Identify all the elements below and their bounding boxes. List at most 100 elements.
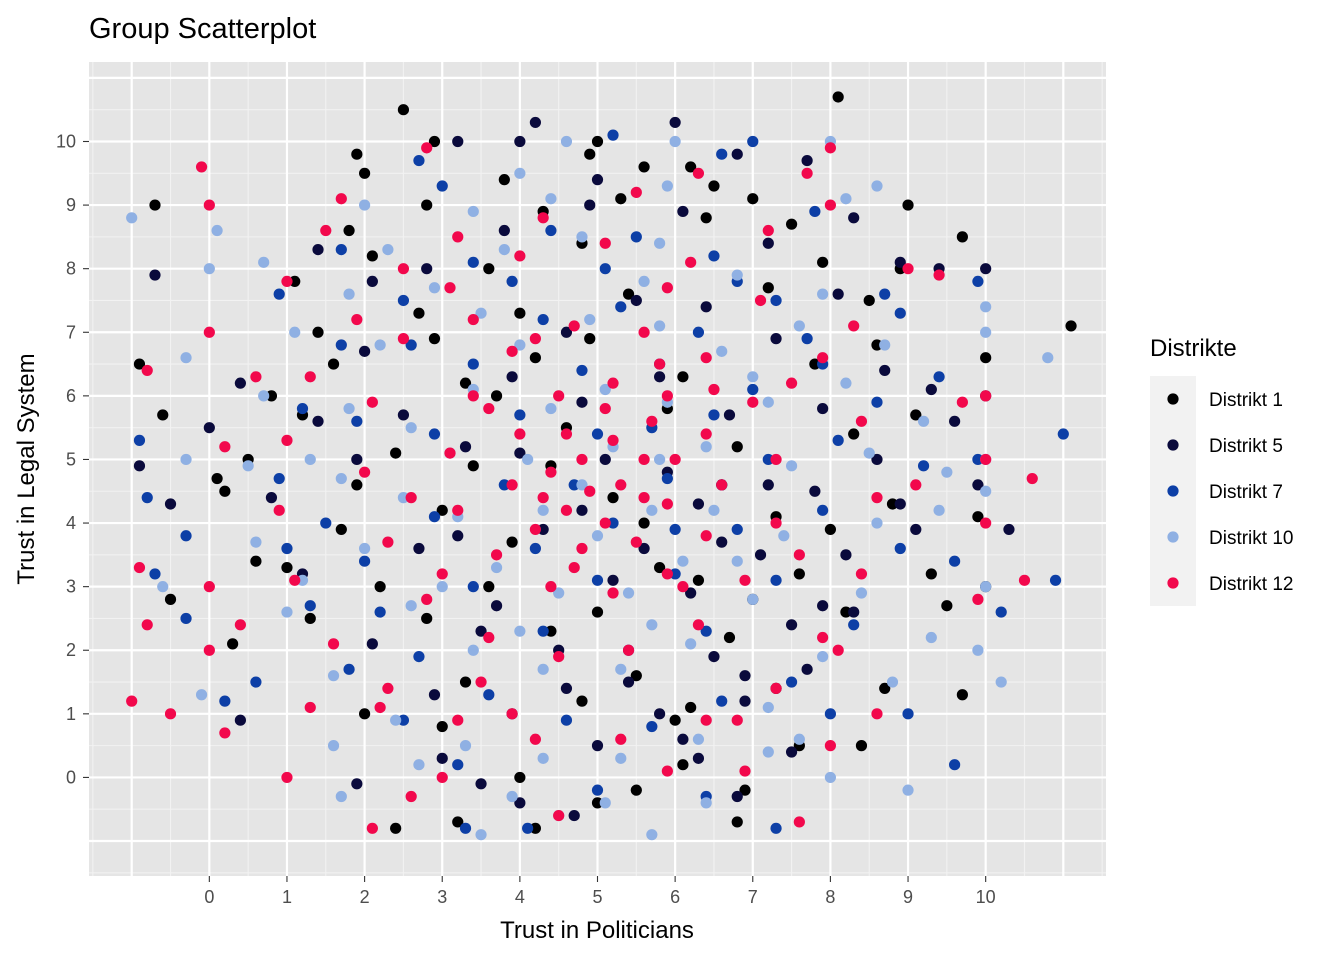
data-point — [762, 396, 774, 408]
data-point — [506, 479, 518, 491]
data-point — [428, 511, 441, 523]
data-point — [296, 574, 309, 586]
data-point — [250, 676, 262, 688]
data-point — [351, 313, 363, 326]
x-axis-title: Trust in Politicians — [500, 917, 694, 944]
data-point — [840, 606, 852, 618]
data-point — [747, 593, 759, 605]
data-point — [692, 167, 705, 179]
data-point — [428, 428, 441, 440]
data-point — [622, 288, 635, 300]
data-point — [785, 619, 798, 631]
data-point — [459, 441, 472, 453]
x-tick-label: 8 — [825, 887, 835, 907]
data-point — [514, 771, 526, 784]
data-point — [902, 199, 914, 211]
data-point — [739, 784, 751, 796]
data-point — [824, 523, 837, 536]
data-point — [980, 517, 992, 529]
data-point — [397, 492, 410, 504]
data-point — [646, 720, 658, 733]
data-point — [203, 644, 215, 656]
data-point — [654, 358, 666, 370]
data-point — [778, 530, 790, 542]
data-point — [910, 409, 922, 421]
data-point — [366, 250, 378, 262]
data-point — [428, 333, 441, 345]
data-point — [568, 320, 580, 332]
data-point — [397, 104, 410, 116]
legend: Distrikte Distrikt 1 Distrikt 5 Distrikt 7… — [1150, 335, 1293, 606]
y-tick-label: 8 — [66, 259, 76, 279]
data-point — [669, 453, 681, 466]
data-point — [219, 485, 231, 497]
data-point — [514, 447, 526, 459]
data-point — [894, 498, 906, 510]
data-point — [514, 307, 526, 319]
data-point — [654, 561, 666, 574]
data-point — [335, 523, 347, 536]
data-point — [405, 790, 417, 803]
data-point — [638, 275, 650, 287]
data-point — [871, 396, 883, 408]
data-point — [925, 631, 937, 644]
data-point — [568, 479, 580, 491]
legend-key — [1167, 577, 1179, 589]
x-tick-label: 3 — [437, 887, 447, 907]
y-axis-ticks: 0 1 2 3 4 5 6 7 8 9 10 — [56, 131, 89, 787]
data-point — [700, 212, 712, 224]
data-point — [654, 708, 666, 720]
data-point — [382, 536, 394, 548]
data-point — [747, 193, 759, 205]
data-point — [669, 714, 681, 726]
y-tick-label: 0 — [66, 767, 76, 787]
data-point — [250, 371, 262, 383]
data-point — [576, 396, 588, 408]
data-point — [304, 371, 316, 383]
data-point — [956, 396, 968, 408]
y-tick-label: 7 — [66, 322, 76, 342]
data-point — [467, 581, 479, 593]
data-point — [320, 224, 332, 237]
data-point — [126, 212, 138, 224]
data-point — [599, 797, 611, 809]
data-point — [809, 358, 821, 370]
data-point — [692, 498, 705, 510]
data-point — [669, 116, 681, 129]
data-point — [327, 670, 340, 682]
data-point — [607, 574, 619, 586]
data-point — [568, 561, 580, 574]
data-point — [879, 288, 891, 300]
data-point — [762, 224, 774, 237]
data-point — [817, 256, 829, 268]
data-point — [490, 549, 503, 561]
data-point — [475, 778, 487, 790]
data-point — [840, 377, 852, 389]
data-point — [234, 377, 246, 389]
data-point — [522, 453, 534, 466]
data-point — [731, 269, 743, 281]
data-point — [413, 154, 425, 167]
data-point — [980, 453, 992, 466]
data-point — [149, 568, 161, 580]
data-point — [879, 339, 891, 351]
data-point — [537, 313, 549, 326]
data-point — [607, 517, 619, 529]
data-point — [133, 358, 146, 370]
data-point — [211, 224, 223, 237]
series-distrikt-12 — [126, 142, 1038, 834]
data-point — [483, 581, 495, 593]
data-point — [312, 244, 324, 256]
data-point — [599, 453, 611, 466]
data-point — [716, 479, 728, 491]
data-point — [560, 714, 573, 726]
data-point — [296, 402, 309, 415]
data-point — [351, 415, 363, 427]
data-point — [490, 600, 503, 612]
series-distrikt-5 — [133, 116, 1015, 822]
data-point — [669, 568, 681, 580]
data-point — [980, 263, 992, 275]
data-point — [374, 701, 386, 714]
data-point — [685, 701, 697, 714]
